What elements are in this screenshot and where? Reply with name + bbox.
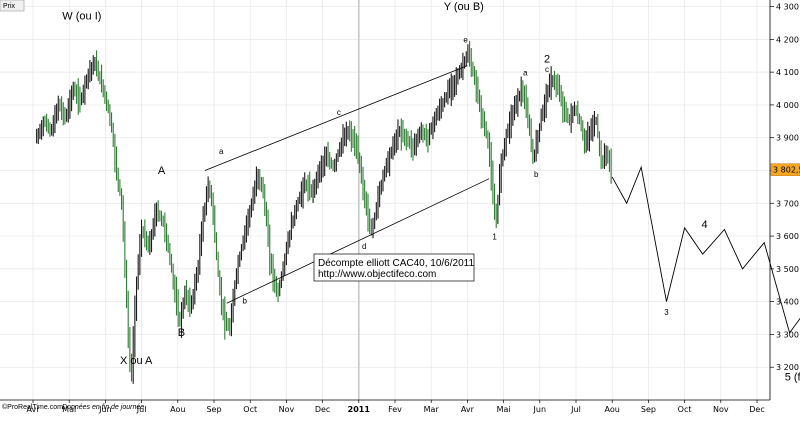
annotation-line-layer xyxy=(204,65,800,334)
y-tick-label: 4 000 xyxy=(776,101,799,110)
x-tick-label: Sep xyxy=(641,405,656,414)
prix-tab[interactable]: Prix xyxy=(0,0,25,12)
x-tick-label: Jul xyxy=(136,405,147,414)
x-tick-label: Jun xyxy=(98,405,112,414)
last-price-label: 3 802,5 xyxy=(773,166,800,175)
x-tick-label: Jul xyxy=(570,405,581,414)
wave-label: c xyxy=(337,108,341,117)
y-tick-label: 3 300 xyxy=(776,330,799,339)
price-layer xyxy=(36,40,612,384)
x-tick-label: Oct xyxy=(678,405,692,414)
wave-label: W (ou I) xyxy=(62,11,101,23)
annotation-url: http://www.objectifeco.com xyxy=(318,269,436,280)
footer-source: ©ProRealTime.com xyxy=(2,403,63,411)
projection-line xyxy=(611,165,800,334)
y-tick-label: 4 100 xyxy=(776,68,799,77)
y-tick-label: 3 400 xyxy=(776,298,799,307)
annotation-title: Décompte elliott CAC40, 10/6/2011 xyxy=(318,258,474,269)
channel-line-lower xyxy=(226,178,490,304)
wave-label: B xyxy=(178,327,185,339)
y-tick-label: 3 900 xyxy=(776,134,799,143)
x-tick-label: Mai xyxy=(62,405,76,414)
x-tick-label: Jun xyxy=(533,405,547,414)
x-tick-label: Aou xyxy=(170,405,185,414)
wave-label: c xyxy=(545,65,549,74)
x-tick-label: Mar xyxy=(424,405,440,414)
x-tick-label: Avr xyxy=(26,405,40,414)
y-tick-label: 3 200 xyxy=(776,363,799,372)
wave-label: 2 xyxy=(544,53,550,65)
y-tick-label: 3 600 xyxy=(776,232,799,241)
wave-label: X ou A xyxy=(120,355,153,367)
wave-label: 1 xyxy=(492,232,497,241)
x-tick-label: Nov xyxy=(713,405,729,414)
y-tick-label: 3 700 xyxy=(776,199,799,208)
x-tick-label: Fev xyxy=(388,405,402,414)
wave-label: b xyxy=(534,170,539,179)
x-tick-label: Avr xyxy=(461,405,475,414)
x-tick-label: 2011 xyxy=(348,405,371,414)
x-tick-label: Mai xyxy=(497,405,511,414)
wave-label: A xyxy=(158,165,166,177)
footer-note: Données en fin de journée xyxy=(62,404,144,411)
x-tick-label: Dec xyxy=(749,405,764,414)
y-tick-label: 4 300 xyxy=(776,3,799,12)
x-tick-label: Oct xyxy=(243,405,257,414)
channel-line-upper xyxy=(204,65,468,171)
annotation-box: Décompte elliott CAC40, 10/6/2011 http:/… xyxy=(313,253,474,282)
x-tick-label: Nov xyxy=(279,405,295,414)
wave-label: 4 xyxy=(701,219,707,231)
x-tick-label: Aou xyxy=(605,405,620,414)
wave-label: a xyxy=(523,68,528,77)
x-tick-label: Dec xyxy=(315,405,330,414)
wave-label: d xyxy=(362,242,366,251)
wave-label: a xyxy=(219,147,224,156)
wave-label: 5 (fin III.1) xyxy=(785,371,800,383)
wave-label: Y (ou B) xyxy=(444,1,484,13)
wave-label: b xyxy=(243,296,248,305)
prix-tab-label: Prix xyxy=(3,3,16,10)
wave-label: 3 xyxy=(664,308,669,317)
y-tick-label: 3 500 xyxy=(776,265,799,274)
wave-label: e xyxy=(463,36,468,45)
y-tick-label: 4 200 xyxy=(776,35,799,44)
x-tick-label: Sep xyxy=(206,405,221,414)
last-price-badge xyxy=(770,163,800,176)
